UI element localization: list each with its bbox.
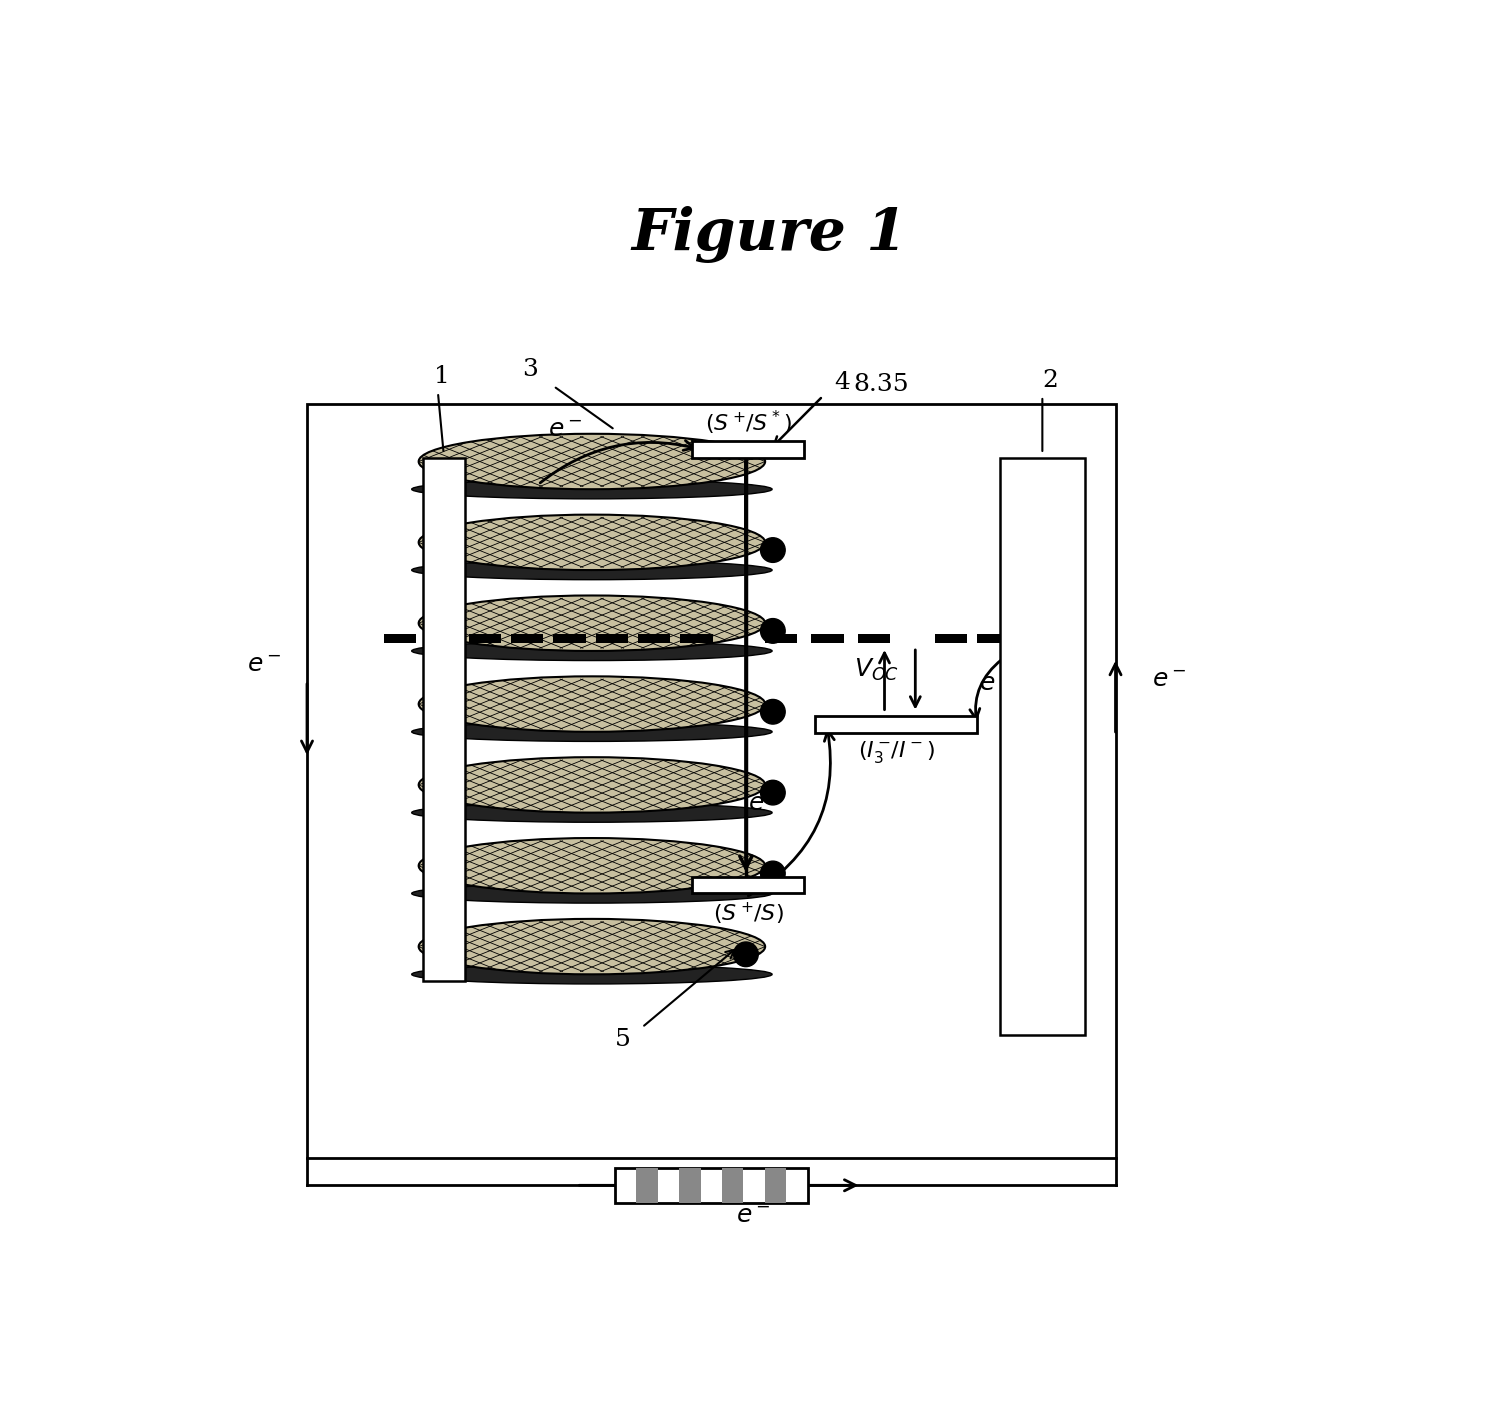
Circle shape: [760, 861, 786, 885]
Bar: [858, 633, 889, 643]
Ellipse shape: [419, 434, 765, 489]
Bar: [469, 633, 502, 643]
Text: $(S^+\!/S)$: $(S^+\!/S)$: [713, 901, 784, 928]
Text: $e^-$: $e^-$: [736, 1205, 771, 1227]
Ellipse shape: [412, 560, 772, 580]
Text: 3: 3: [523, 358, 538, 380]
Bar: [422, 458, 464, 981]
Bar: [811, 633, 844, 643]
Bar: [816, 717, 976, 734]
Ellipse shape: [419, 595, 765, 650]
Text: $(S^+\!/S^*)$: $(S^+\!/S^*)$: [704, 409, 792, 437]
Text: $e^-$: $e^-$: [1152, 669, 1187, 693]
Bar: [427, 633, 458, 643]
Ellipse shape: [419, 676, 765, 732]
Text: $e^-$: $e^-$: [548, 419, 583, 443]
Text: 4: 4: [835, 370, 850, 393]
Bar: [511, 633, 544, 643]
Bar: [765, 633, 798, 643]
Bar: [553, 633, 586, 643]
Bar: [385, 633, 416, 643]
Text: $e^-$: $e^-$: [748, 793, 783, 816]
Bar: [638, 633, 670, 643]
Bar: [680, 633, 713, 643]
Text: 1: 1: [434, 365, 449, 389]
Ellipse shape: [419, 839, 765, 894]
Bar: [1000, 458, 1084, 1035]
Bar: [692, 877, 804, 894]
Bar: [614, 1168, 808, 1203]
Text: 8.35: 8.35: [853, 373, 909, 396]
Text: 2: 2: [1042, 369, 1059, 392]
Text: $e^-$: $e^-$: [979, 673, 1014, 696]
Circle shape: [760, 781, 786, 805]
Bar: [934, 633, 967, 643]
Bar: [722, 1168, 743, 1203]
Ellipse shape: [412, 884, 772, 904]
Ellipse shape: [412, 803, 772, 823]
Text: Figure 1: Figure 1: [632, 206, 907, 263]
Text: 5: 5: [614, 1028, 631, 1051]
Bar: [596, 633, 628, 643]
Bar: [306, 404, 1116, 1158]
Bar: [692, 441, 804, 458]
Bar: [765, 1168, 786, 1203]
Circle shape: [760, 537, 786, 563]
Ellipse shape: [412, 642, 772, 660]
Ellipse shape: [412, 723, 772, 741]
Text: $(I_3^-\!/I^-)$: $(I_3^-\!/I^-)$: [858, 740, 934, 765]
Ellipse shape: [412, 479, 772, 499]
Circle shape: [760, 618, 786, 643]
Ellipse shape: [419, 756, 765, 813]
Bar: [637, 1168, 658, 1203]
Ellipse shape: [419, 919, 765, 974]
Text: $V_{OC}$: $V_{OC}$: [853, 656, 898, 683]
Ellipse shape: [419, 515, 765, 570]
Text: $e^-$: $e^-$: [248, 655, 282, 677]
Bar: [679, 1168, 700, 1203]
Bar: [976, 633, 1009, 643]
Circle shape: [733, 942, 759, 967]
Ellipse shape: [412, 964, 772, 984]
Circle shape: [760, 700, 786, 724]
